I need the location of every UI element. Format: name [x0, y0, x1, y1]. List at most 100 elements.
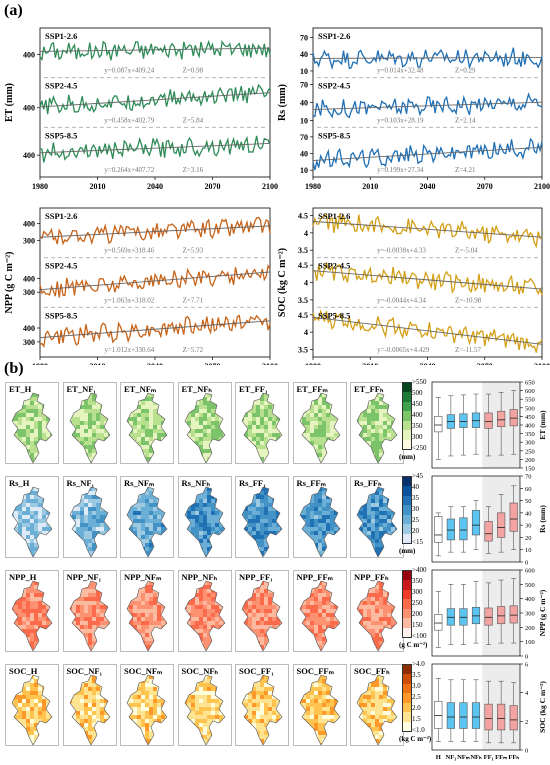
map-cell — [137, 597, 142, 602]
map-cell — [260, 499, 265, 504]
y-tick-label: 4.5 — [298, 311, 308, 320]
map-cell — [264, 503, 269, 508]
map-cell — [133, 449, 138, 454]
map-cell — [202, 601, 207, 606]
map-cell — [375, 629, 380, 634]
map-cell — [214, 437, 219, 442]
map-cell — [54, 499, 58, 503]
map-cell — [367, 519, 372, 524]
map-cell — [190, 629, 195, 634]
map-cell — [264, 543, 269, 548]
map-cell — [198, 633, 203, 638]
map-cell — [395, 461, 397, 463]
map-cell — [333, 453, 338, 458]
mk-z-statistic: Z=5.84 — [183, 116, 204, 124]
map-cell — [399, 649, 403, 653]
map-cell — [375, 637, 380, 642]
map-cell — [165, 429, 167, 434]
map-cell — [309, 535, 314, 540]
map-cell — [301, 445, 306, 450]
map-cell — [222, 535, 225, 540]
map-cell — [280, 491, 282, 496]
map-cell — [22, 429, 27, 434]
map-cell — [342, 413, 346, 417]
map-cell — [305, 491, 310, 496]
map-cell — [103, 645, 108, 650]
map-cell — [309, 633, 314, 638]
map-cell — [184, 535, 187, 540]
map-cell — [268, 445, 273, 450]
map-cell — [333, 397, 338, 402]
map-cell — [75, 519, 80, 524]
map-cell — [272, 507, 277, 512]
map-cell — [133, 457, 138, 462]
y-tick-label: 10 — [300, 166, 308, 175]
map-cell — [244, 535, 249, 540]
map-cell — [91, 487, 96, 492]
map-cell — [129, 531, 134, 536]
map-cell — [83, 597, 88, 602]
map-cell — [30, 421, 35, 426]
map-cell — [284, 641, 288, 645]
map-cell — [30, 397, 35, 402]
basin-outline — [356, 486, 398, 558]
map-cell — [46, 633, 51, 638]
map-cell — [87, 429, 92, 434]
map-cell — [14, 527, 19, 532]
map-cell — [333, 649, 338, 651]
map-cell — [34, 421, 39, 426]
map-cell — [242, 641, 245, 646]
map-cell — [198, 589, 203, 594]
map-cell — [91, 503, 96, 508]
map-cell — [268, 617, 273, 622]
map-cell — [256, 401, 261, 406]
map-cell — [54, 441, 58, 445]
map-cell — [284, 585, 288, 589]
map-cell — [95, 649, 100, 651]
map-cell — [107, 613, 110, 618]
map-cell — [91, 499, 96, 504]
map-cell — [127, 499, 130, 504]
map-cell — [329, 515, 334, 520]
y-tick-label: 300 — [23, 288, 35, 297]
map-cell — [30, 715, 35, 720]
map-cell — [222, 441, 225, 446]
basin-outline — [184, 486, 225, 558]
map-cell — [301, 637, 306, 642]
map-cell — [46, 617, 51, 622]
map-cell — [359, 401, 364, 406]
map-cell — [305, 409, 310, 414]
map-cell — [103, 523, 108, 528]
map-cell — [190, 581, 195, 586]
map-cell — [194, 503, 199, 508]
map-cell — [395, 539, 397, 544]
map-cell — [69, 453, 72, 458]
map-cell — [145, 551, 150, 556]
map-cell — [367, 589, 372, 594]
map-cell — [141, 555, 146, 557]
map-cell — [387, 641, 392, 646]
map-cell — [30, 503, 35, 508]
colorbar-unit: (mm) — [399, 547, 416, 555]
map-cell — [395, 507, 397, 512]
map-cell — [357, 519, 360, 524]
map-cell — [272, 543, 277, 548]
map-cell — [210, 649, 215, 651]
map-cell — [194, 441, 199, 446]
map-cell — [276, 649, 281, 651]
map-cell — [280, 637, 282, 642]
map-cell — [305, 617, 310, 622]
map-cell — [79, 433, 84, 438]
map-cell — [248, 457, 253, 462]
map-cell — [184, 397, 187, 402]
map-cell — [12, 445, 15, 450]
map-cell — [79, 621, 84, 626]
map-cell — [87, 543, 92, 548]
map-cell — [71, 437, 76, 442]
map-cell — [137, 649, 142, 651]
map-cell — [87, 495, 92, 500]
map-cell — [127, 437, 130, 442]
map-cell — [284, 441, 288, 445]
map-cell — [260, 401, 265, 406]
map-cell — [165, 437, 167, 442]
